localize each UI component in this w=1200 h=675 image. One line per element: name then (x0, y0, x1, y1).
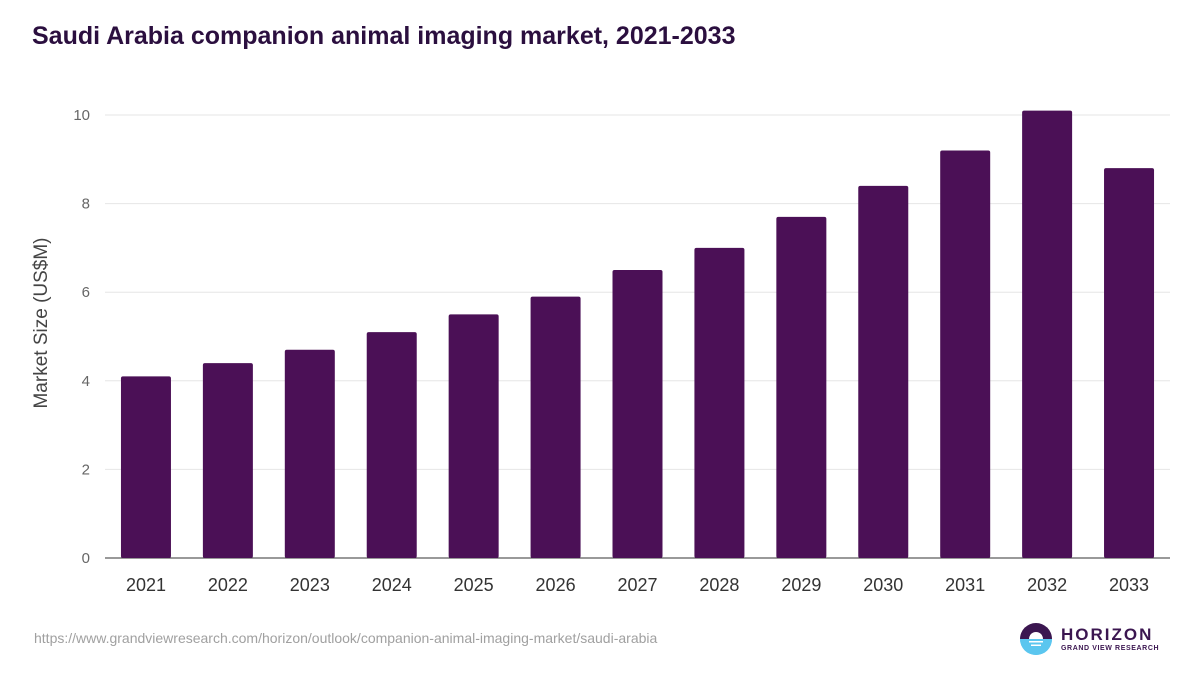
x-tick-label: 2033 (1109, 575, 1149, 595)
y-tick-label: 10 (73, 107, 90, 124)
bar-2021[interactable] (120, 376, 171, 558)
bar-2031[interactable] (940, 150, 991, 558)
horizon-logo-icon (1020, 623, 1052, 655)
x-tick-label: 2025 (454, 575, 494, 595)
y-axis-label: Market Size (US$M) (31, 237, 52, 408)
x-tick-label: 2029 (781, 575, 821, 595)
x-tick-label: 2026 (536, 575, 576, 595)
bar-2027[interactable] (612, 270, 663, 558)
y-tick-label: 0 (82, 550, 90, 567)
x-tick-label: 2021 (126, 575, 166, 595)
x-tick-label: 2032 (1027, 575, 1067, 595)
logo-sub-text: GRAND VIEW RESEARCH (1061, 645, 1160, 652)
bar-2025[interactable] (448, 314, 499, 558)
bar-2033[interactable] (1104, 168, 1155, 558)
y-tick-label: 8 (82, 196, 90, 213)
x-tick-label: 2022 (208, 575, 248, 595)
y-tick-label: 6 (82, 284, 90, 301)
horizon-logo: HORIZON GRAND VIEW RESEARCH (1019, 622, 1159, 656)
chart-title: Saudi Arabia companion animal imaging ma… (32, 22, 736, 50)
source-url[interactable]: https://www.grandviewresearch.com/horizo… (34, 630, 658, 646)
x-tick-label: 2031 (945, 575, 985, 595)
x-tick-label: 2023 (290, 575, 330, 595)
bar-2023[interactable] (284, 349, 335, 558)
bar-2030[interactable] (858, 185, 909, 558)
bar-2028[interactable] (694, 247, 745, 558)
y-tick-label: 4 (82, 373, 90, 390)
x-tick-label: 2024 (372, 575, 412, 595)
x-tick-label: 2027 (617, 575, 657, 595)
x-tick-label: 2030 (863, 575, 903, 595)
bar-2029[interactable] (776, 216, 827, 558)
bar-2022[interactable] (202, 363, 253, 558)
x-tick-label: 2028 (699, 575, 739, 595)
y-tick-label: 2 (82, 461, 90, 478)
bar-2026[interactable] (530, 296, 581, 558)
logo-main-text: HORIZON (1061, 625, 1154, 644)
bar-2032[interactable] (1022, 110, 1073, 558)
bar-2024[interactable] (366, 332, 417, 558)
